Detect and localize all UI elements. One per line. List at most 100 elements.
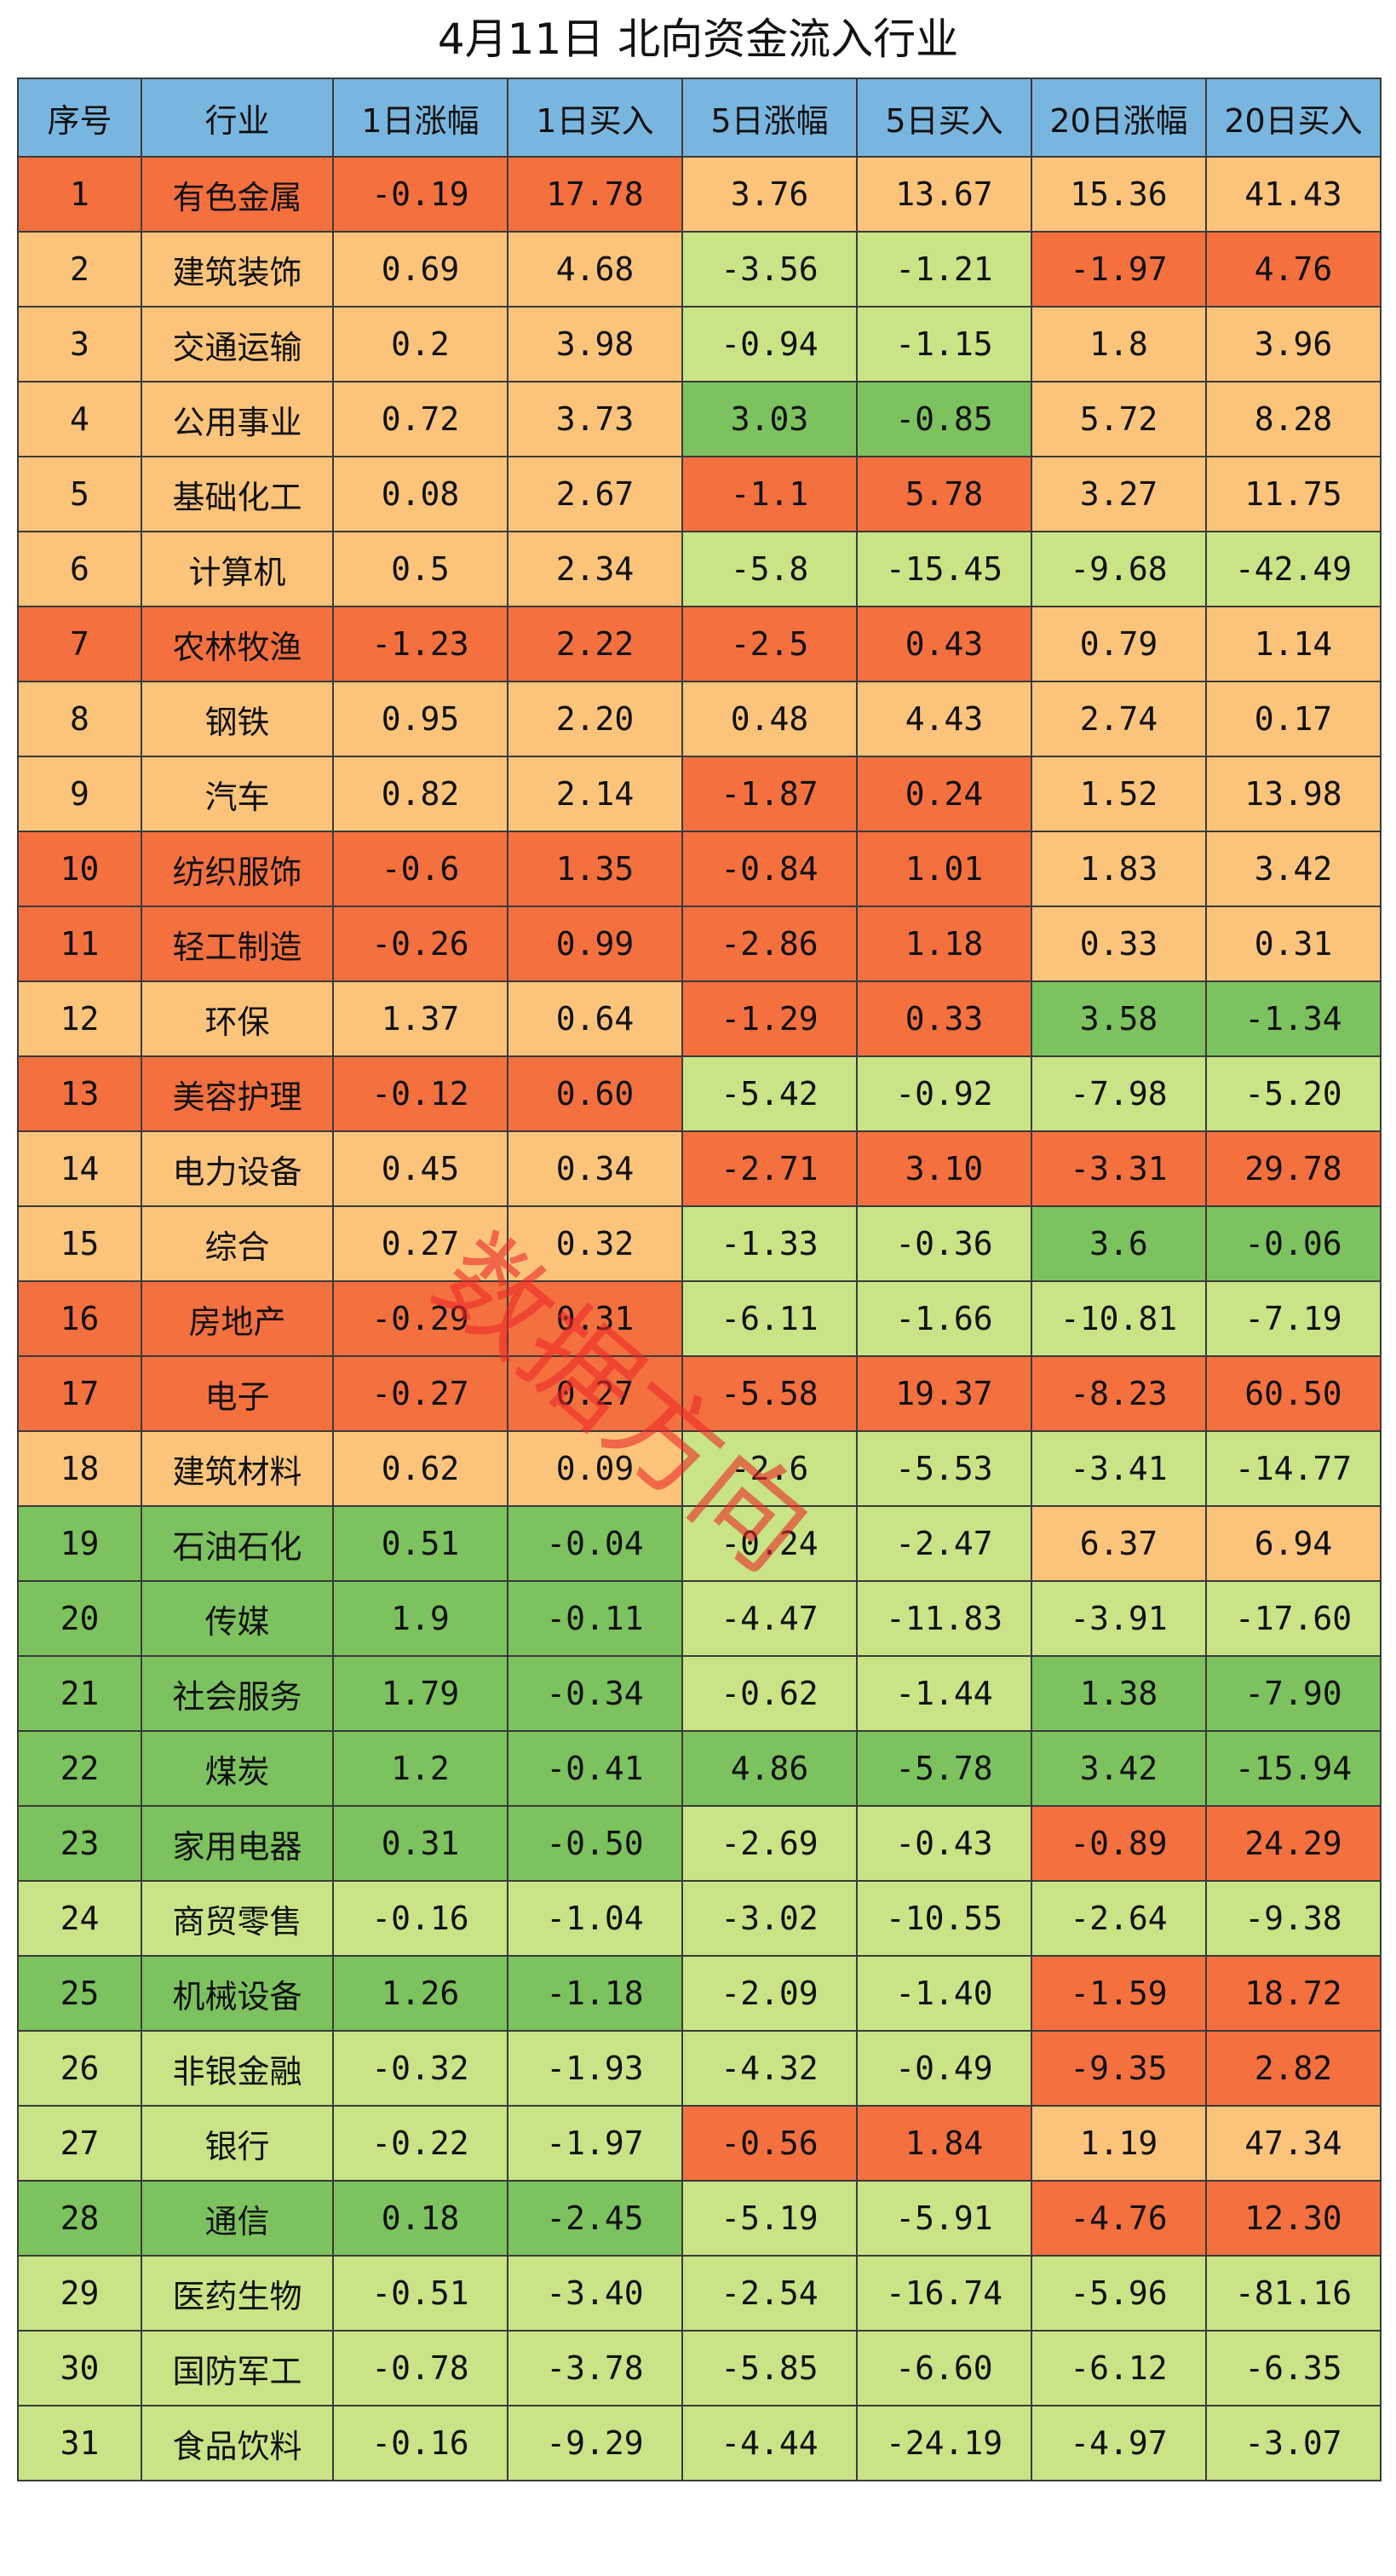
cell-1d-change: 0.82: [332, 756, 508, 832]
cell-industry: 非银金融: [141, 2030, 334, 2107]
cell-20d-buy: 60.50: [1205, 1355, 1382, 1432]
cell-20d-buy: 3.42: [1205, 831, 1382, 907]
cell-1d-buy: -3.78: [507, 2330, 683, 2406]
table-row: 15 综合 0.27 0.32 -1.33 -0.36 3.6 -0.06: [17, 1205, 1382, 1282]
cell-index: 23: [17, 1805, 142, 1882]
table-row: 17 电子 -0.27 0.27 -5.58 19.37 -8.23 60.50: [17, 1355, 1382, 1432]
cell-5d-buy: 0.24: [856, 756, 1032, 832]
cell-5d-buy: -1.21: [856, 231, 1032, 308]
cell-1d-buy: 0.64: [507, 980, 683, 1057]
table-row: 23 家用电器 0.31 -0.50 -2.69 -0.43 -0.89 24.29: [17, 1805, 1382, 1882]
table-row: 26 非银金融 -0.32 -1.93 -4.32 -0.49 -9.35 2.82: [17, 2030, 1382, 2107]
cell-1d-buy: -1.04: [507, 1880, 683, 1957]
cell-1d-change: 0.45: [332, 1130, 508, 1207]
cell-1d-buy: 0.27: [507, 1355, 683, 1432]
cell-5d-change: -1.87: [681, 756, 858, 832]
cell-5d-buy: -16.74: [856, 2255, 1032, 2332]
table-row: 13 美容护理 -0.12 0.60 -5.42 -0.92 -7.98 -5.20: [17, 1055, 1382, 1132]
page-title: 4月11日 北向资金流入行业: [437, 14, 959, 64]
cell-1d-change: -0.16: [332, 2405, 508, 2481]
cell-1d-buy: 2.67: [507, 456, 683, 532]
table-row: 21 社会服务 1.79 -0.34 -0.62 -1.44 1.38 -7.90: [17, 1655, 1382, 1732]
cell-industry: 社会服务: [141, 1655, 334, 1732]
cell-industry: 国防军工: [141, 2330, 334, 2406]
cell-5d-change: -6.11: [681, 1280, 858, 1357]
cell-index: 30: [17, 2330, 142, 2406]
cell-index: 27: [17, 2105, 142, 2182]
cell-1d-change: 1.26: [332, 1955, 508, 2032]
header-20d-buy: 20日买入: [1205, 78, 1382, 158]
cell-20d-buy: -9.38: [1205, 1880, 1382, 1957]
cell-5d-change: -2.71: [681, 1130, 858, 1207]
table-row: 25 机械设备 1.26 -1.18 -2.09 -1.40 -1.59 18.72: [17, 1955, 1382, 2032]
cell-1d-change: -0.22: [332, 2105, 508, 2182]
table-row: 9 汽车 0.82 2.14 -1.87 0.24 1.52 13.98: [17, 756, 1382, 832]
cell-index: 24: [17, 1880, 142, 1957]
cell-1d-buy: 1.35: [507, 831, 683, 907]
cell-1d-change: -0.6: [332, 831, 508, 907]
cell-20d-change: 3.58: [1031, 980, 1207, 1057]
header-5d-change: 5日涨幅: [681, 78, 858, 158]
cell-20d-change: 1.83: [1031, 831, 1207, 907]
cell-1d-change: 1.9: [332, 1580, 508, 1657]
cell-1d-buy: 0.09: [507, 1430, 683, 1507]
table-header-row: 序号 行业 1日涨幅 1日买入 5日涨幅 5日买入 20日涨幅 20日买入: [17, 78, 1382, 158]
cell-5d-buy: 3.10: [856, 1130, 1032, 1207]
cell-20d-change: 3.42: [1031, 1730, 1207, 1807]
cell-industry: 公用事业: [141, 381, 334, 457]
table-row: 19 石油石化 0.51 -0.04 -0.24 -2.47 6.37 6.94: [17, 1505, 1382, 1582]
cell-index: 8: [17, 681, 142, 757]
cell-industry: 电子: [141, 1355, 334, 1432]
cell-1d-buy: 0.60: [507, 1055, 683, 1132]
cell-20d-buy: 3.96: [1205, 306, 1382, 382]
cell-5d-change: -0.84: [681, 831, 858, 907]
cell-20d-change: -8.23: [1031, 1355, 1207, 1432]
cell-20d-change: -9.68: [1031, 531, 1207, 607]
cell-5d-change: 3.03: [681, 381, 858, 457]
cell-1d-change: 1.2: [332, 1730, 508, 1807]
cell-1d-buy: 0.99: [507, 906, 683, 982]
table-row: 8 钢铁 0.95 2.20 0.48 4.43 2.74 0.17: [17, 681, 1382, 757]
header-20d-change: 20日涨幅: [1031, 78, 1207, 158]
cell-1d-change: 1.79: [332, 1655, 508, 1732]
cell-5d-change: -5.8: [681, 531, 858, 607]
cell-industry: 机械设备: [141, 1955, 334, 2032]
cell-20d-buy: -7.90: [1205, 1655, 1382, 1732]
cell-20d-buy: 13.98: [1205, 756, 1382, 832]
cell-5d-buy: 1.18: [856, 906, 1032, 982]
cell-20d-change: -7.98: [1031, 1055, 1207, 1132]
cell-1d-change: 0.5: [332, 531, 508, 607]
cell-industry: 综合: [141, 1205, 334, 1282]
table-row: 28 通信 0.18 -2.45 -5.19 -5.91 -4.76 12.30: [17, 2180, 1382, 2257]
cell-1d-change: 0.95: [332, 681, 508, 757]
table-row: 30 国防军工 -0.78 -3.78 -5.85 -6.60 -6.12 -6.35: [17, 2330, 1382, 2406]
cell-index: 13: [17, 1055, 142, 1132]
cell-index: 10: [17, 831, 142, 907]
table-row: 7 农林牧渔 -1.23 2.22 -2.5 0.43 0.79 1.14: [17, 606, 1382, 682]
table-row: 24 商贸零售 -0.16 -1.04 -3.02 -10.55 -2.64 -9.38: [17, 1880, 1382, 1957]
cell-industry: 商贸零售: [141, 1880, 334, 1957]
cell-1d-change: 0.18: [332, 2180, 508, 2257]
cell-5d-change: -1.33: [681, 1205, 858, 1282]
cell-index: 3: [17, 306, 142, 382]
cell-1d-change: -0.19: [332, 156, 508, 233]
table-row: 10 纺织服饰 -0.6 1.35 -0.84 1.01 1.83 3.42: [17, 831, 1382, 907]
cell-5d-buy: 4.43: [856, 681, 1032, 757]
cell-1d-buy: -1.97: [507, 2105, 683, 2182]
cell-industry: 通信: [141, 2180, 334, 2257]
cell-20d-buy: -14.77: [1205, 1430, 1382, 1507]
cell-index: 12: [17, 980, 142, 1057]
cell-20d-change: -9.35: [1031, 2030, 1207, 2107]
cell-20d-change: 3.6: [1031, 1205, 1207, 1282]
cell-20d-buy: 12.30: [1205, 2180, 1382, 2257]
cell-industry: 计算机: [141, 531, 334, 607]
cell-industry: 轻工制造: [141, 906, 334, 982]
cell-5d-buy: 1.84: [856, 2105, 1032, 2182]
cell-20d-change: -6.12: [1031, 2330, 1207, 2406]
cell-industry: 石油石化: [141, 1505, 334, 1582]
cell-5d-change: -5.19: [681, 2180, 858, 2257]
cell-5d-buy: -2.47: [856, 1505, 1032, 1582]
cell-1d-change: -0.51: [332, 2255, 508, 2332]
cell-industry: 建筑材料: [141, 1430, 334, 1507]
cell-5d-buy: 0.33: [856, 980, 1032, 1057]
